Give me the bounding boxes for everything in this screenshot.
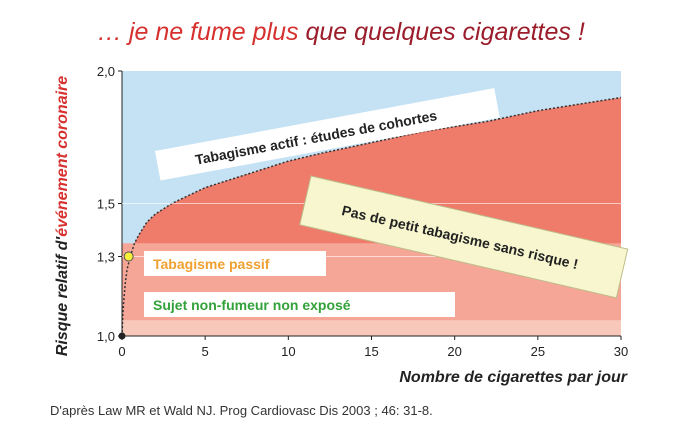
nonsmoker-label-box <box>144 292 455 317</box>
passive-smoking-label: Tabagisme passif <box>153 256 270 272</box>
chart-title: … je ne fume plus que quelques cigarette… <box>97 18 585 47</box>
x-tick-label: 5 <box>202 344 209 359</box>
y-tick-label: 1,3 <box>97 250 115 265</box>
band-light <box>122 320 621 336</box>
passive-smoking-point <box>123 251 134 262</box>
active-smoking-label-box <box>155 88 500 181</box>
passive-smoking-label-box <box>144 251 326 276</box>
y-tick-label: 2,0 <box>97 64 115 79</box>
x-tick-label: 30 <box>614 344 628 359</box>
x-tick-label: 15 <box>364 344 378 359</box>
y-axis-title-part2: événement coronaire <box>54 76 71 237</box>
x-tick-label: 10 <box>281 344 295 359</box>
x-tick-label: 0 <box>118 344 125 359</box>
x-axis-title: Nombre de cigarettes par jour <box>399 369 627 386</box>
x-tick-label: 20 <box>447 344 461 359</box>
y-tick-label: 1,0 <box>97 329 115 344</box>
note-box <box>299 175 629 299</box>
chart-title-part2: que quelques cigarettes ! <box>305 18 585 46</box>
y-axis-title-part1: Risque relatif d' <box>54 236 71 357</box>
risk-curve <box>121 96 622 337</box>
source-citation: D'après Law MR et Wald NJ. Prog Cardiova… <box>50 403 433 418</box>
nonsmoker-label: Sujet non-fumeur non exposé <box>153 297 351 313</box>
x-tick-label: 25 <box>531 344 545 359</box>
y-tick-label: 1,5 <box>97 197 115 212</box>
origin-point <box>118 332 126 340</box>
y-axis-title: Risque relatif d'événement coronaire <box>54 76 71 356</box>
chart-title-part1: … je ne fume plus <box>97 18 306 46</box>
